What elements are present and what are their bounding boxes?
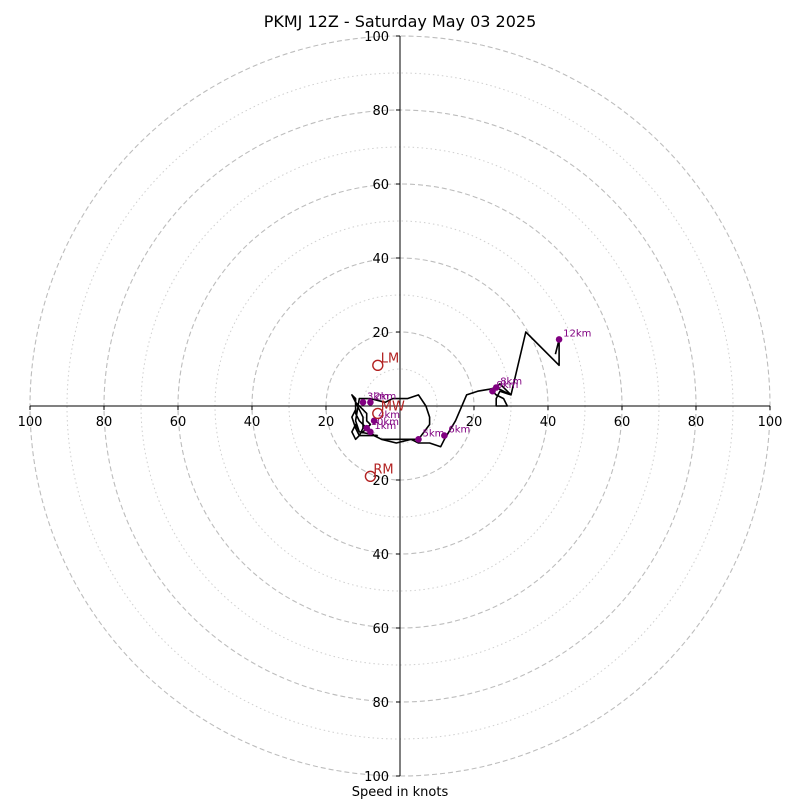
hodograph-trace [351,331,560,448]
height-label-4km: 4km [378,410,400,421]
height-label-1km: 1km [374,421,396,432]
y-tick-label: 60 [372,178,389,193]
height-label-5km: 5km [423,428,445,439]
height-label-10km: 10km [371,417,399,428]
storm-label-LM: LM [381,351,399,366]
height-marker-3km [359,399,367,406]
trace-line-low [351,394,431,444]
tick-labels: 100 80 60 40 20 20 40 60 80 100 100 80 60 40 20 20 40 60 8… [18,30,783,785]
height-marker-10km [363,424,371,432]
height-marker-5km [415,436,422,443]
height-marker-6km [441,432,448,439]
x-tick-label: 80 [688,415,705,430]
storm-motion-RM [364,470,377,482]
height-marker-12km [555,336,563,343]
x-tick-label: 40 [540,415,557,430]
chart-title: PKMJ 12Z - Saturday May 03 2025 [264,12,537,31]
y-tick-label: 40 [372,548,389,563]
storm-motion-markers: LM RM MW [364,351,405,482]
x-axis-label: Speed in knots [352,785,449,800]
y-tick-label: 100 [364,30,389,45]
storm-motion-MW [372,407,384,420]
y-tick-label: 60 [372,622,389,637]
height-label-3km: 3km [367,391,389,402]
x-tick-label: 20 [466,415,483,430]
storm-motion-LM [372,359,384,371]
x-tick-label: 60 [170,415,187,430]
x-tick-label: 80 [96,415,113,430]
y-tick-label: 20 [372,474,389,489]
height-label-2km: 2km [374,391,396,402]
height-label-6km: 6km [448,425,470,436]
height-marker-2km [367,399,374,406]
height-label-12km: 12km [563,328,591,339]
trace-line-upper [381,331,560,448]
storm-label-MW: MW [381,399,405,414]
x-tick-label: 60 [614,415,631,430]
height-label-8km: 8km [500,377,522,388]
y-tick-label: 20 [372,326,389,341]
height-marker-9km [489,387,496,395]
x-tick-label: 100 [18,415,43,430]
y-tick-label: 80 [372,696,389,711]
y-tick-label: 40 [372,252,389,267]
x-tick-label: 40 [244,415,261,430]
x-tick-label: 100 [758,415,783,430]
x-tick-label: 20 [318,415,335,430]
y-tick-label: 80 [372,104,389,119]
height-label-9km: 9km [497,380,519,391]
y-tick-label: 100 [364,770,389,785]
height-marker-4km [370,417,378,425]
axes [30,36,770,776]
storm-label-RM: RM [373,462,393,477]
